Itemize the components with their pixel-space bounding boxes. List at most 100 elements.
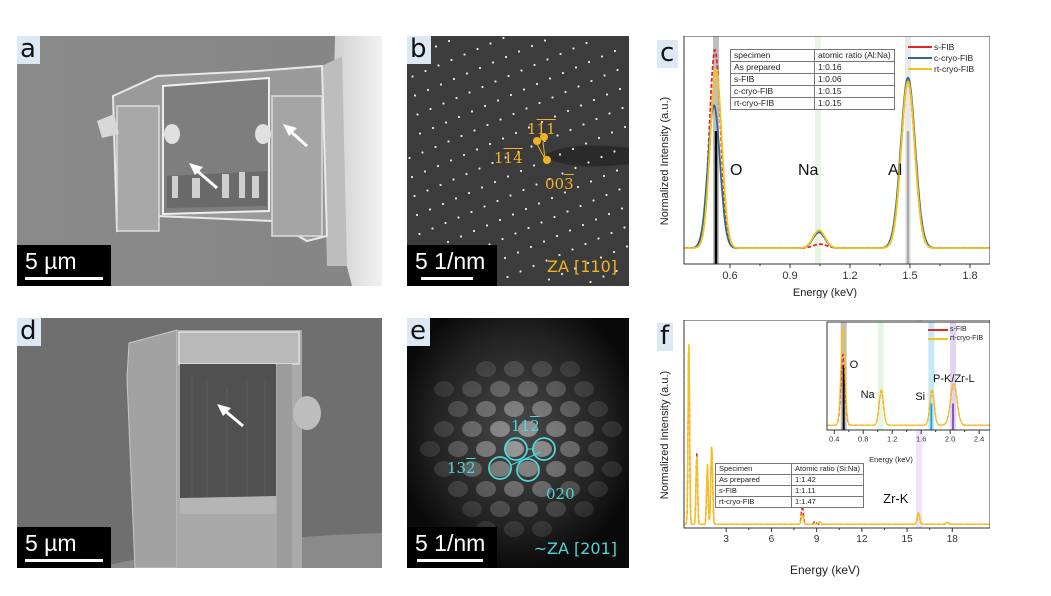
diffraction-spot (504, 156, 507, 159)
diffraction-spot (542, 240, 546, 243)
x-tick-label: 12 (856, 534, 868, 545)
diffraction-spot (585, 41, 588, 45)
cbed-disk (504, 361, 524, 377)
diffraction-spot (459, 235, 463, 238)
table-header: atomic ratio (Al:Na) (814, 49, 895, 62)
table-cell: 1:0.06 (814, 73, 895, 86)
diffraction-spot (576, 185, 580, 189)
diffraction-spot (408, 156, 411, 160)
diffraction-spot (450, 58, 453, 62)
cbed-disk (574, 421, 594, 437)
diffraction-spot (533, 63, 536, 67)
panel-e-diffraction: e 112 132 020 ~ZA [201] 5 1/nm (407, 318, 629, 568)
table-row: As prepared 1:1.42 (715, 474, 865, 486)
panel-letter: d (17, 318, 41, 346)
diffraction-spot (610, 131, 614, 134)
diffraction-spot (499, 118, 502, 121)
diffraction-spot (467, 191, 471, 195)
diffraction-spot (618, 87, 622, 91)
diffraction-spot (572, 47, 575, 50)
diffraction-spot (586, 261, 590, 265)
table-cell: 1:0.15 (814, 85, 895, 98)
diffraction-spot (558, 153, 562, 156)
diffraction-spot (621, 106, 624, 110)
element-line-band (815, 36, 821, 264)
diffraction-spot (416, 113, 419, 116)
diffraction-spot (478, 167, 481, 170)
cbed-disk (518, 381, 538, 397)
cbed-disk (518, 461, 538, 477)
cbed-disk (588, 441, 608, 457)
cbed-disk (462, 381, 482, 397)
diffraction-spot (480, 186, 484, 189)
x-tick-label: 2.0 (945, 435, 955, 444)
legend-item: rt-cryo-FIB (908, 63, 974, 74)
diffraction-spot (481, 85, 484, 89)
diffraction-spot (584, 142, 588, 145)
scale-bar: 5 µm (17, 527, 111, 568)
diffraction-spot (501, 237, 504, 241)
diffraction-pattern-e (407, 318, 629, 568)
table-cell: As prepared (715, 474, 792, 486)
cbed-disk (588, 401, 608, 417)
x-tick-label: 2.4 (974, 435, 984, 444)
table-row: As prepared 1:0.16 (730, 61, 895, 74)
table-cell: rt-cryo-FIB (730, 97, 815, 110)
atomic-ratio-table: specimen atomic ratio (Al:Na) As prepared… (730, 49, 895, 110)
diffraction-spot (444, 221, 447, 225)
legend-label: c-cryo-FIB (934, 52, 974, 63)
diffraction-spot (494, 80, 497, 83)
element-label: Al (888, 162, 902, 179)
diffraction-spot (517, 150, 520, 154)
scale-bar-label: 5 µm (25, 530, 77, 556)
diffraction-spot (476, 47, 479, 51)
diffraction-spot (605, 93, 609, 96)
diffraction-spot (418, 132, 422, 135)
diffraction-spot (493, 180, 497, 184)
diffraction-spot (559, 52, 562, 56)
miller-index-020: 020 (546, 485, 575, 503)
cbed-disk (504, 441, 524, 457)
diffraction-spot (511, 213, 515, 216)
table-header: Atomic ratio (Si:Na) (790, 463, 865, 475)
diffraction-spot (516, 251, 520, 254)
cbed-disk (476, 401, 496, 417)
x-tick-label: 0.4 (829, 435, 839, 444)
diffraction-spot (418, 232, 421, 236)
diffraction-spot (615, 169, 619, 172)
cbed-disk (532, 481, 552, 497)
cbed-disk (490, 501, 510, 517)
miller-index-114: 114 (494, 149, 523, 167)
element-label: O (730, 162, 742, 179)
table-row: s-FIB 1:0.06 (730, 73, 895, 86)
diffraction-spot (426, 88, 430, 92)
diffraction-spot (506, 175, 510, 178)
cbed-disk (448, 401, 468, 417)
diffraction-spot (548, 77, 552, 80)
diffraction-spot (411, 75, 414, 78)
diffraction-spot (574, 166, 577, 170)
cbed-disk (602, 421, 622, 437)
diffraction-spot (568, 229, 572, 232)
cbed-disk (546, 421, 566, 437)
diffraction-spot (605, 193, 608, 197)
cbed-disk (574, 461, 594, 477)
panel-a-sem-image: a 5 µm (17, 36, 382, 286)
diffraction-spot (548, 177, 551, 181)
arrow-annotation (194, 167, 218, 190)
plot-frame (683, 36, 990, 265)
diffraction-spot (504, 55, 508, 59)
diffraction-spot (501, 137, 505, 140)
diffraction-spot (447, 140, 450, 143)
table-header-row: Specimen Atomic ratio (Si:Na) (715, 463, 865, 475)
scale-bar: 5 µm (17, 245, 111, 286)
panel-letter: b (407, 36, 431, 64)
x-tick-label: 18 (947, 534, 959, 545)
scale-bar-label: 5 µm (25, 248, 77, 274)
diffraction-spot (519, 270, 522, 273)
table-row: rt-cryo-FIB 1:1.47 (715, 496, 865, 508)
cbed-disk (560, 361, 580, 377)
element-label: Zr-K (883, 491, 909, 506)
diffraction-spot (571, 147, 575, 151)
table-cell: As prepared (730, 61, 815, 74)
